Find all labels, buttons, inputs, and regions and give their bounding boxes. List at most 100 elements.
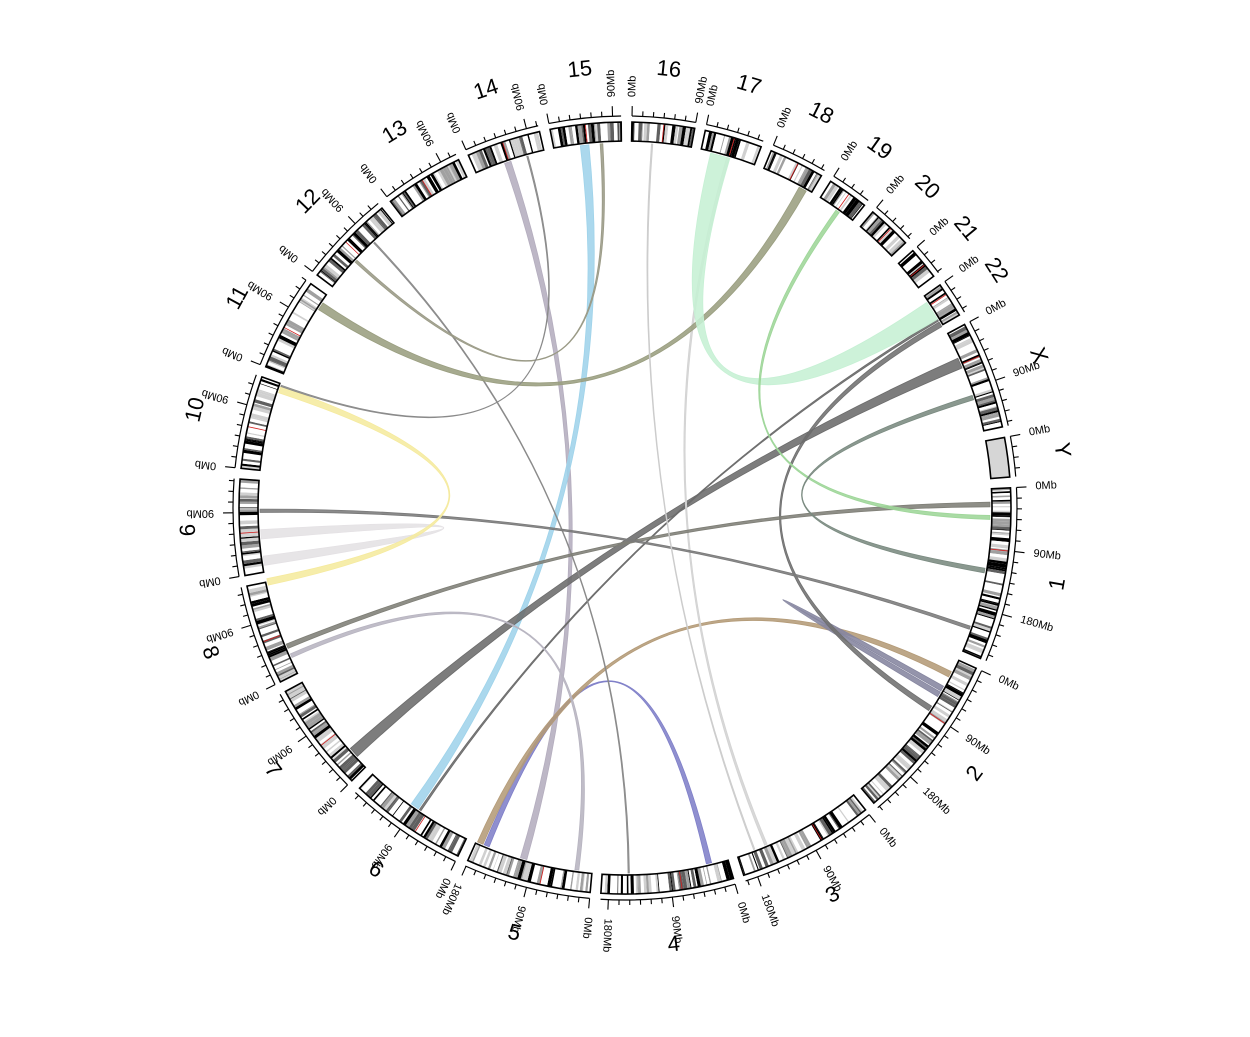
tick-label: 0Mb <box>1028 423 1051 439</box>
minor-tick <box>1007 420 1012 421</box>
major-tick <box>524 119 527 129</box>
chromosome-band <box>627 875 629 894</box>
chromosome-band <box>992 501 1011 504</box>
major-tick <box>394 829 400 837</box>
chromosome-bands <box>601 860 734 894</box>
minor-tick <box>261 665 266 667</box>
minor-tick <box>992 645 997 647</box>
chromosome-label-14: 14 <box>470 73 501 104</box>
link-chr6-chr22 <box>419 319 938 810</box>
minor-tick <box>360 213 363 217</box>
minor-tick <box>474 141 476 146</box>
tick-label: 0Mb <box>236 688 261 708</box>
chromosome-band <box>630 875 634 894</box>
major-tick <box>251 361 260 365</box>
minor-tick <box>474 870 476 875</box>
link-chr2-chr2 <box>783 600 944 697</box>
minor-tick <box>675 114 676 119</box>
minor-tick <box>825 845 828 849</box>
chromosome-band <box>626 875 627 894</box>
chromosome-band <box>610 122 614 141</box>
minor-tick <box>887 799 890 803</box>
minor-tick <box>392 186 395 190</box>
chromosome-label-1: 1 <box>1043 576 1070 592</box>
minor-tick <box>727 125 728 130</box>
minor-tick <box>803 154 805 158</box>
chromosome-band <box>992 513 1011 516</box>
minor-tick <box>793 149 795 154</box>
link-chr12-chr15 <box>355 144 604 362</box>
minor-tick <box>257 655 262 657</box>
minor-tick <box>253 645 258 647</box>
minor-tick <box>401 180 404 184</box>
major-tick <box>1002 614 1012 617</box>
minor-tick <box>344 228 348 232</box>
minor-tick <box>336 777 340 780</box>
chromosome-label-Y: Y <box>1049 441 1076 459</box>
minor-tick <box>999 625 1004 626</box>
chromosome-bands <box>266 284 327 374</box>
minor-tick <box>988 655 993 657</box>
chromosome-band <box>239 499 258 502</box>
tick-label: 0Mb <box>580 917 594 939</box>
tick-label: 0Mb <box>775 105 794 129</box>
major-tick <box>229 577 239 579</box>
minor-tick <box>425 846 428 850</box>
tick-label: 0Mb <box>198 574 221 590</box>
tick-label: 0Mb <box>927 215 951 238</box>
minor-tick <box>434 852 436 856</box>
minor-tick <box>559 117 560 122</box>
minor-tick <box>893 218 896 222</box>
minor-tick <box>410 174 413 178</box>
tick-label: 0Mb <box>357 161 380 185</box>
minor-tick <box>821 164 824 168</box>
minor-tick <box>484 874 486 879</box>
minor-tick <box>972 690 976 692</box>
chromosome-bands <box>247 582 297 682</box>
tick-label: 90Mb <box>413 118 437 148</box>
minor-tick <box>250 635 255 637</box>
minor-tick <box>515 127 516 132</box>
minor-tick <box>235 435 240 436</box>
chromosome-band <box>992 506 1011 507</box>
minor-tick <box>296 286 300 289</box>
minor-tick <box>238 594 243 595</box>
minor-tick <box>714 890 715 895</box>
major-tick <box>945 276 953 282</box>
minor-tick <box>336 235 340 238</box>
chromosome-label-7: 7 <box>260 757 287 782</box>
chromosome-band <box>628 875 630 894</box>
tick-label: 180Mb <box>600 918 613 952</box>
minor-tick <box>748 131 750 136</box>
minor-tick <box>240 605 245 606</box>
chromosome-label-12: 12 <box>290 183 325 218</box>
minor-tick <box>248 383 253 385</box>
minor-tick <box>931 260 935 263</box>
chromosome-1 <box>963 488 1011 659</box>
minor-tick <box>231 555 236 556</box>
minor-tick <box>778 869 780 874</box>
minor-tick <box>380 816 383 820</box>
minor-tick <box>975 329 979 331</box>
chromosome-band <box>239 508 258 509</box>
major-tick <box>436 153 441 162</box>
chromosome-bands <box>738 795 866 875</box>
minor-tick <box>578 897 579 902</box>
minor-tick <box>967 699 971 701</box>
minor-tick <box>951 287 955 290</box>
chromosome-band <box>614 875 618 894</box>
major-tick <box>816 850 821 859</box>
links-layer <box>260 144 990 873</box>
tick-label: 0Mb <box>884 173 907 197</box>
tick-label: 180Mb <box>1019 614 1055 635</box>
major-tick <box>381 189 387 197</box>
minor-tick <box>504 130 506 135</box>
major-tick <box>547 114 549 124</box>
minor-tick <box>925 761 929 764</box>
minor-tick <box>861 821 864 825</box>
minor-tick <box>245 393 250 394</box>
minor-tick <box>996 635 1001 637</box>
major-tick <box>298 736 306 742</box>
tick-label: 0Mb <box>194 458 217 472</box>
